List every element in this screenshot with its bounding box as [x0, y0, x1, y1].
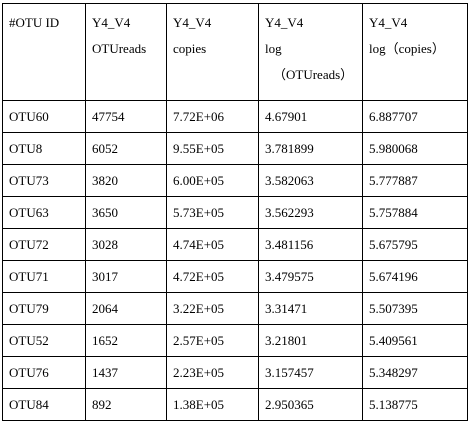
otureads-cell: 3650 — [85, 196, 167, 229]
copies-cell: 5.73E+05 — [166, 196, 259, 229]
log-copies-cell: 5.675795 — [362, 228, 468, 261]
table-body: OTU60 47754 7.72E+06 4.67901 6.887707 OTU8 605… — [2, 100, 468, 421]
otureads-cell: 1437 — [85, 356, 167, 389]
otu-id-cell: OTU71 — [2, 260, 86, 293]
otu-id-cell: OTU76 — [2, 356, 86, 389]
table-row: OTU73 3820 6.00E+05 3.582063 5.777887 — [2, 164, 468, 197]
otureads-cell: 3017 — [85, 260, 167, 293]
header-otu-id: #OTU ID — [2, 3, 86, 101]
otu-id-cell: OTU79 — [2, 292, 86, 325]
log-otureads-cell: 2.950365 — [258, 388, 363, 421]
copies-cell: 2.23E+05 — [166, 356, 259, 389]
log-otureads-cell: 3.481156 — [258, 228, 363, 261]
log-copies-cell: 5.674196 — [362, 260, 468, 293]
table-row: OTU79 2064 3.22E+05 3.31471 5.507395 — [2, 292, 468, 325]
otureads-cell: 1652 — [85, 324, 167, 357]
log-otureads-cell: 3.562293 — [258, 196, 363, 229]
log-otureads-cell: 3.21801 — [258, 324, 363, 357]
header-log-otureads-label: log — [265, 41, 282, 56]
header-log-copies: Y4_V4 log（copies） — [362, 3, 468, 101]
otu-table: #OTU ID Y4_V4 OTUreads Y4_V4 copies Y4_V… — [2, 3, 468, 421]
header-log-otureads: Y4_V4 log （OTUreads） — [258, 3, 363, 101]
log-otureads-cell: 3.157457 — [258, 356, 363, 389]
copies-cell: 4.74E+05 — [166, 228, 259, 261]
log-otureads-cell: 3.479575 — [258, 260, 363, 293]
otu-id-cell: OTU72 — [2, 228, 86, 261]
table-row: OTU76 1437 2.23E+05 3.157457 5.348297 — [2, 356, 468, 389]
log-copies-cell: 5.409561 — [362, 324, 468, 357]
copies-cell: 1.38E+05 — [166, 388, 259, 421]
log-otureads-cell: 3.582063 — [258, 164, 363, 197]
header-otureads-label: OTUreads — [92, 41, 147, 56]
table-row: OTU71 3017 4.72E+05 3.479575 5.674196 — [2, 260, 468, 293]
copies-cell: 3.22E+05 — [166, 292, 259, 325]
copies-cell: 9.55E+05 — [166, 132, 259, 165]
copies-cell: 4.72E+05 — [166, 260, 259, 293]
header-copies: Y4_V4 copies — [166, 3, 259, 101]
log-copies-cell: 6.887707 — [362, 100, 468, 133]
table-header: #OTU ID Y4_V4 OTUreads Y4_V4 copies Y4_V… — [2, 3, 468, 101]
table-row: OTU8 6052 9.55E+05 3.781899 5.980068 — [2, 132, 468, 165]
otureads-cell: 6052 — [85, 132, 167, 165]
log-otureads-cell: 3.31471 — [258, 292, 363, 325]
otureads-cell: 47754 — [85, 100, 167, 133]
otu-id-cell: OTU73 — [2, 164, 86, 197]
log-copies-cell: 5.507395 — [362, 292, 468, 325]
table-row: OTU72 3028 4.74E+05 3.481156 5.675795 — [2, 228, 468, 261]
header-log-otureads-sample: Y4_V4 — [265, 15, 304, 30]
copies-cell: 6.00E+05 — [166, 164, 259, 197]
otureads-cell: 3028 — [85, 228, 167, 261]
table-row: OTU84 892 1.38E+05 2.950365 5.138775 — [2, 388, 468, 421]
header-otureads-sample: Y4_V4 — [92, 15, 131, 30]
header-log-otureads-unit: （OTUreads） — [273, 67, 354, 82]
header-row: #OTU ID Y4_V4 OTUreads Y4_V4 copies Y4_V… — [2, 3, 468, 101]
log-copies-cell: 5.138775 — [362, 388, 468, 421]
log-copies-cell: 5.757884 — [362, 196, 468, 229]
copies-cell: 2.57E+05 — [166, 324, 259, 357]
header-copies-label: copies — [173, 41, 207, 56]
copies-cell: 7.72E+06 — [166, 100, 259, 133]
otu-id-cell: OTU8 — [2, 132, 86, 165]
log-copies-cell: 5.777887 — [362, 164, 468, 197]
header-otu-id-label: #OTU ID — [9, 15, 60, 30]
log-copies-cell: 5.980068 — [362, 132, 468, 165]
otu-id-cell: OTU60 — [2, 100, 86, 133]
otureads-cell: 3820 — [85, 164, 167, 197]
log-otureads-cell: 3.781899 — [258, 132, 363, 165]
otu-id-cell: OTU52 — [2, 324, 86, 357]
otu-id-cell: OTU63 — [2, 196, 86, 229]
otureads-cell: 892 — [85, 388, 167, 421]
header-log-copies-sample: Y4_V4 — [369, 15, 408, 30]
table-row: OTU52 1652 2.57E+05 3.21801 5.409561 — [2, 324, 468, 357]
otu-id-cell: OTU84 — [2, 388, 86, 421]
log-otureads-cell: 4.67901 — [258, 100, 363, 133]
header-otureads: Y4_V4 OTUreads — [85, 3, 167, 101]
table-row: OTU63 3650 5.73E+05 3.562293 5.757884 — [2, 196, 468, 229]
otureads-cell: 2064 — [85, 292, 167, 325]
header-log-copies-label: log（copies） — [369, 41, 445, 56]
log-copies-cell: 5.348297 — [362, 356, 468, 389]
table-row: OTU60 47754 7.72E+06 4.67901 6.887707 — [2, 100, 468, 133]
header-copies-sample: Y4_V4 — [173, 15, 212, 30]
